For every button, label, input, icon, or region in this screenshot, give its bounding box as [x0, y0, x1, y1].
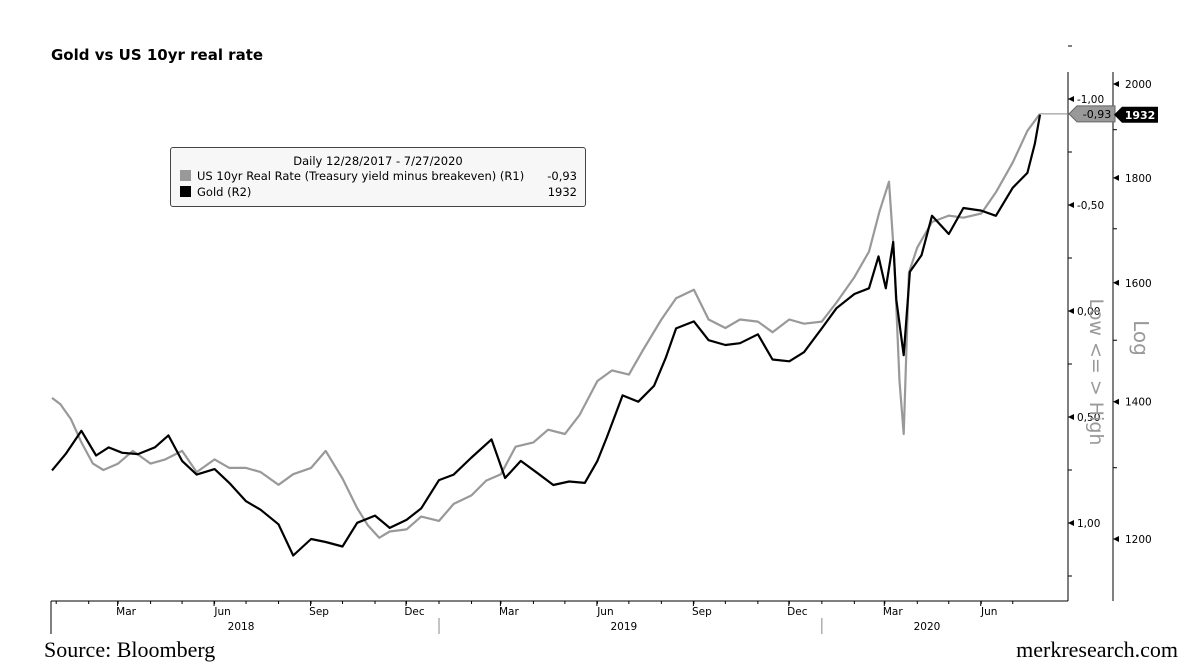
- r2-tick-label: 1400: [1125, 397, 1152, 409]
- legend-swatch-gold: [180, 186, 191, 197]
- legend-label-gold: Gold (R2): [197, 185, 252, 199]
- r2-tick-label: 2000: [1125, 79, 1152, 91]
- chart-legend: Daily 12/28/2017 - 7/27/2020 US 10yr Rea…: [170, 147, 586, 207]
- r2-tick: [1113, 81, 1119, 87]
- legend-value-gold: 1932: [547, 185, 577, 199]
- x-tick-label: Jun: [213, 606, 230, 618]
- x-tick-label: Jun: [980, 606, 997, 618]
- legend-item-gold: Gold (R2) 1932: [180, 185, 577, 200]
- r2-tick: [1113, 279, 1119, 286]
- legend-header: Daily 12/28/2017 - 7/27/2020: [293, 154, 463, 168]
- x-tick-label: Dec: [787, 606, 808, 618]
- r2-tick-label: 1800: [1125, 173, 1152, 185]
- legend-swatch-real-rate: [180, 170, 191, 181]
- site-credit: merkresearch.com: [1016, 637, 1178, 662]
- r1-axis-label: Low <= > High: [1085, 299, 1107, 446]
- source-note: Source: Bloomberg: [44, 637, 216, 662]
- x-year-label: 2020: [914, 621, 941, 633]
- chart-title: Gold vs US 10yr real rate: [51, 46, 264, 64]
- r1-tick-label: -0,50: [1077, 200, 1104, 212]
- r2-last-value-box: [1114, 106, 1158, 123]
- r2-axis-label: Log: [1129, 320, 1153, 356]
- x-tick-label: Sep: [692, 606, 712, 618]
- x-tick-label: Dec: [404, 606, 425, 618]
- r2-last-value-label: 1932: [1125, 109, 1156, 122]
- series-line-real-rate: [51, 113, 1041, 539]
- r2-tick: [1113, 536, 1119, 542]
- r1-tick-label: 1,00: [1077, 518, 1100, 530]
- r2-tick: [1113, 174, 1119, 181]
- r2-tick-label: 1200: [1125, 534, 1152, 546]
- r2-tick: [1113, 398, 1119, 405]
- r1-tick-label: 0,00: [1077, 306, 1100, 318]
- legend-label-real-rate: US 10yr Real Rate (Treasury yield minus …: [197, 169, 525, 183]
- x-tick-label: Mar: [116, 606, 136, 618]
- r1-tick-label: -1,00: [1077, 94, 1104, 106]
- legend-value-real-rate: -0,93: [547, 169, 577, 183]
- series-line-gold: [51, 114, 1042, 557]
- x-tick-label: Jun: [596, 606, 613, 618]
- x-tick-label: Mar: [883, 606, 903, 618]
- r1-last-value-label: -0,93: [1083, 108, 1111, 121]
- x-year-label: 2019: [610, 621, 637, 633]
- legend-item-real-rate: US 10yr Real Rate (Treasury yield minus …: [180, 169, 577, 184]
- x-year-label: 2018: [228, 621, 255, 633]
- x-tick-label: Mar: [499, 606, 519, 618]
- x-tick-label: Sep: [309, 606, 329, 618]
- r2-tick-label: 1600: [1125, 278, 1152, 290]
- r1-tick-label: 0,50: [1077, 412, 1100, 424]
